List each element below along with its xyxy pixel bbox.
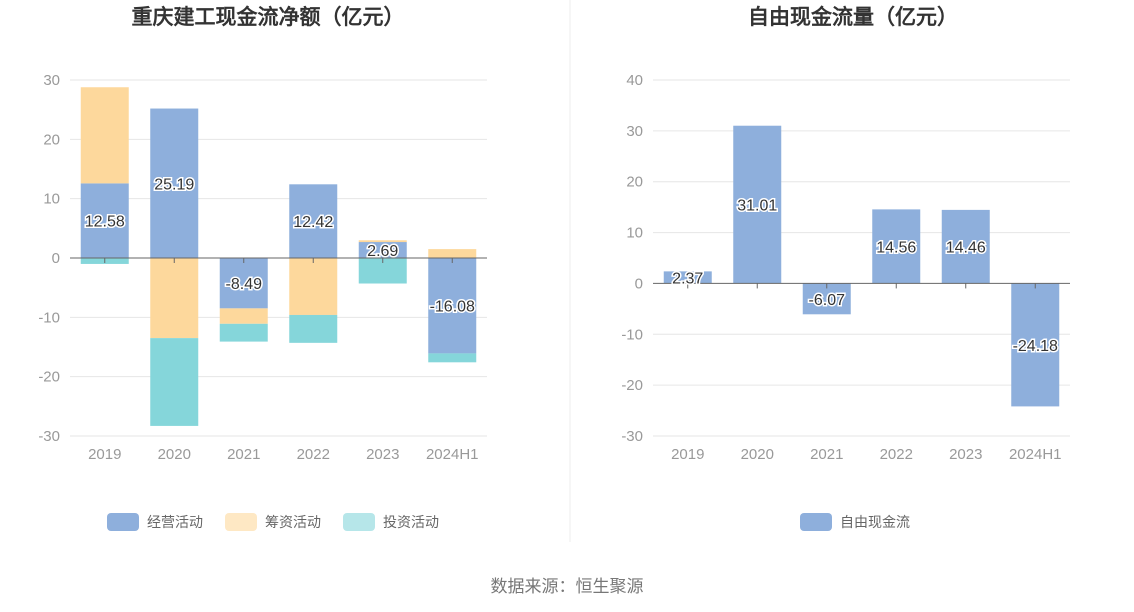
y-tick-label: 0 [52, 250, 60, 267]
legend-label: 投资活动 [383, 514, 439, 530]
data-label: 12.42 [293, 214, 333, 231]
legend-swatch [800, 513, 832, 531]
bar-2021-series-2 [219, 308, 268, 324]
data-label: 14.46 [946, 240, 986, 257]
y-tick-label: -30 [621, 428, 643, 445]
y-tick-label: 10 [43, 191, 60, 208]
x-tick-label: 2022 [297, 446, 330, 463]
bar-2020-series-1 [733, 125, 782, 284]
x-tick-label: 2023 [949, 446, 982, 463]
legend-label: 自由现金流 [840, 514, 910, 530]
y-tick-label: -10 [38, 309, 60, 326]
y-tick-label: 20 [43, 131, 60, 148]
data-label: 2.69 [367, 243, 398, 260]
x-tick-label: 2020 [741, 446, 774, 463]
bar-2023-series-2 [358, 240, 407, 243]
data-label: 14.56 [876, 239, 916, 256]
data-label: -6.07 [809, 292, 846, 309]
bar-2024H1-series-3 [428, 353, 477, 363]
x-tick-label: 2024H1 [1009, 446, 1062, 463]
bar-2022-series-1 [289, 184, 338, 258]
data-label: 12.58 [85, 214, 125, 231]
bar-2019-series-1 [663, 271, 712, 284]
x-tick-label: 2019 [671, 446, 704, 463]
legend-label: 筹资活动 [265, 514, 321, 530]
y-tick-label: -30 [38, 428, 60, 445]
bar-2023-series-1 [358, 242, 407, 258]
data-source: 数据来源：恒生聚源 [490, 577, 644, 596]
y-tick-label: 10 [626, 225, 643, 242]
data-label: 25.19 [154, 176, 194, 193]
bar-2020-series-1 [150, 108, 199, 258]
x-tick-label: 2021 [810, 446, 843, 463]
bar-2019-series-1 [80, 183, 129, 258]
legend-label: 经营活动 [147, 514, 203, 530]
bar-2022-series-1 [872, 209, 921, 284]
y-tick-label: -20 [38, 369, 60, 386]
data-label: -24.18 [1013, 338, 1058, 355]
bar-2020-series-2 [150, 258, 199, 339]
bar-2023-series-1 [941, 209, 990, 284]
x-tick-label: 2021 [227, 446, 260, 463]
bar-2021-series-1 [802, 283, 851, 315]
chart-title: 自由现金流量（亿元） [748, 5, 958, 29]
x-tick-label: 2023 [366, 446, 399, 463]
x-tick-label: 2024H1 [426, 446, 479, 463]
legend-swatch [107, 513, 139, 531]
x-tick-label: 2022 [880, 446, 913, 463]
data-label: -16.08 [430, 299, 475, 316]
data-label: 2.37 [672, 270, 703, 287]
data-label: -8.49 [226, 276, 263, 293]
y-tick-label: 0 [635, 275, 643, 292]
chart-panel-1: 重庆建工现金流净额（亿元） 30 20 10 0 -10 -20 -30 2019 2020 202… [38, 5, 487, 531]
y-tick-label: 30 [626, 123, 643, 140]
bar-2020-series-3 [150, 338, 199, 426]
y-tick-label: 30 [43, 72, 60, 89]
y-tick-label: -10 [621, 326, 643, 343]
y-tick-label: -20 [621, 377, 643, 394]
x-tick-label: 2020 [158, 446, 191, 463]
y-tick-label: 40 [626, 72, 643, 89]
data-label: 31.01 [737, 198, 777, 215]
x-tick-label: 2019 [88, 446, 121, 463]
bar-2024H1-series-1 [1011, 283, 1060, 407]
bar-2021-series-3 [219, 323, 268, 342]
bar-2022-series-2 [289, 258, 338, 315]
chart-title: 重庆建工现金流净额（亿元） [132, 5, 405, 29]
bar-2024H1-series-2 [428, 249, 477, 258]
bar-2021-series-1 [219, 258, 268, 309]
legend-swatch [343, 513, 375, 531]
bar-2024H1-series-1 [428, 258, 477, 354]
legend-swatch [225, 513, 257, 531]
chart-panel-2: 自由现金流量（亿元） 40 30 20 10 0 -10 -20 -30 2019 2020 2021… [621, 5, 1070, 531]
y-tick-label: 20 [626, 174, 643, 191]
bar-2019-series-2 [80, 87, 129, 184]
bar-2022-series-3 [289, 314, 338, 343]
